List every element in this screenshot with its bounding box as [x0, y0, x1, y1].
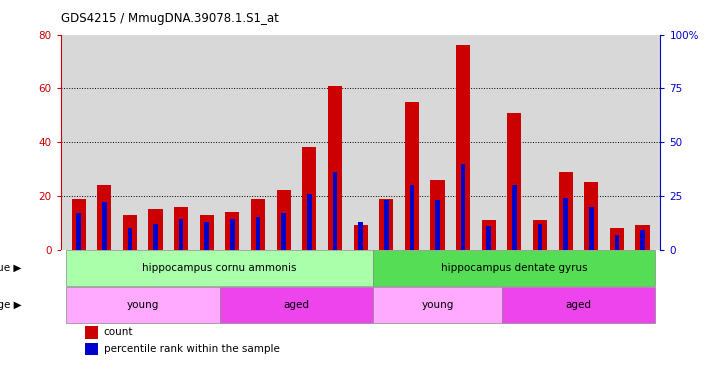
Bar	[76, 213, 81, 250]
Bar	[302, 147, 316, 250]
Text: hippocampus dentate gyrus: hippocampus dentate gyrus	[441, 263, 588, 273]
Bar	[512, 185, 517, 250]
Text: age ▶: age ▶	[0, 300, 21, 310]
Bar	[128, 228, 132, 250]
Bar	[226, 212, 239, 250]
Bar	[85, 326, 98, 339]
Bar	[220, 287, 373, 323]
Bar	[538, 224, 543, 250]
Bar	[154, 224, 158, 250]
Bar	[200, 215, 213, 250]
Bar	[533, 220, 547, 250]
Bar	[486, 226, 491, 250]
Bar	[410, 185, 414, 250]
Bar	[123, 215, 137, 250]
Bar	[640, 230, 645, 250]
Bar	[174, 207, 188, 250]
Text: count: count	[104, 327, 134, 337]
Text: young: young	[126, 300, 159, 310]
Bar	[149, 209, 163, 250]
Bar	[328, 86, 342, 250]
Bar	[461, 164, 466, 250]
Bar	[482, 220, 496, 250]
Bar	[635, 225, 650, 250]
Bar	[373, 287, 501, 323]
Text: GDS4215 / MmugDNA.39078.1.S1_at: GDS4215 / MmugDNA.39078.1.S1_at	[61, 12, 278, 25]
Bar	[435, 200, 440, 250]
Bar	[373, 250, 655, 286]
Bar	[379, 199, 393, 250]
Bar	[276, 190, 291, 250]
Bar	[431, 180, 445, 250]
Bar	[307, 194, 311, 250]
Bar	[584, 182, 598, 250]
Bar	[281, 213, 286, 250]
Bar	[230, 220, 235, 250]
Bar	[66, 250, 373, 286]
Bar	[610, 228, 624, 250]
Text: young: young	[421, 300, 453, 310]
Bar	[333, 172, 337, 250]
Text: aged: aged	[283, 300, 309, 310]
Bar	[204, 222, 209, 250]
Bar	[501, 287, 655, 323]
Bar	[508, 113, 521, 250]
Bar	[456, 45, 470, 250]
Bar	[384, 200, 388, 250]
Bar	[563, 198, 568, 250]
Bar	[256, 217, 261, 250]
Text: percentile rank within the sample: percentile rank within the sample	[104, 344, 280, 354]
Bar	[405, 102, 419, 250]
Text: hippocampus cornu ammonis: hippocampus cornu ammonis	[142, 263, 297, 273]
Bar	[353, 225, 368, 250]
Text: aged: aged	[565, 300, 591, 310]
Bar	[71, 199, 86, 250]
Bar	[358, 222, 363, 250]
Bar	[615, 235, 619, 250]
Bar	[85, 343, 98, 356]
Bar	[558, 172, 573, 250]
Bar	[97, 185, 111, 250]
Bar	[589, 207, 593, 250]
Text: tissue ▶: tissue ▶	[0, 263, 21, 273]
Bar	[66, 287, 220, 323]
Bar	[251, 199, 265, 250]
Bar	[178, 220, 183, 250]
Bar	[102, 202, 106, 250]
